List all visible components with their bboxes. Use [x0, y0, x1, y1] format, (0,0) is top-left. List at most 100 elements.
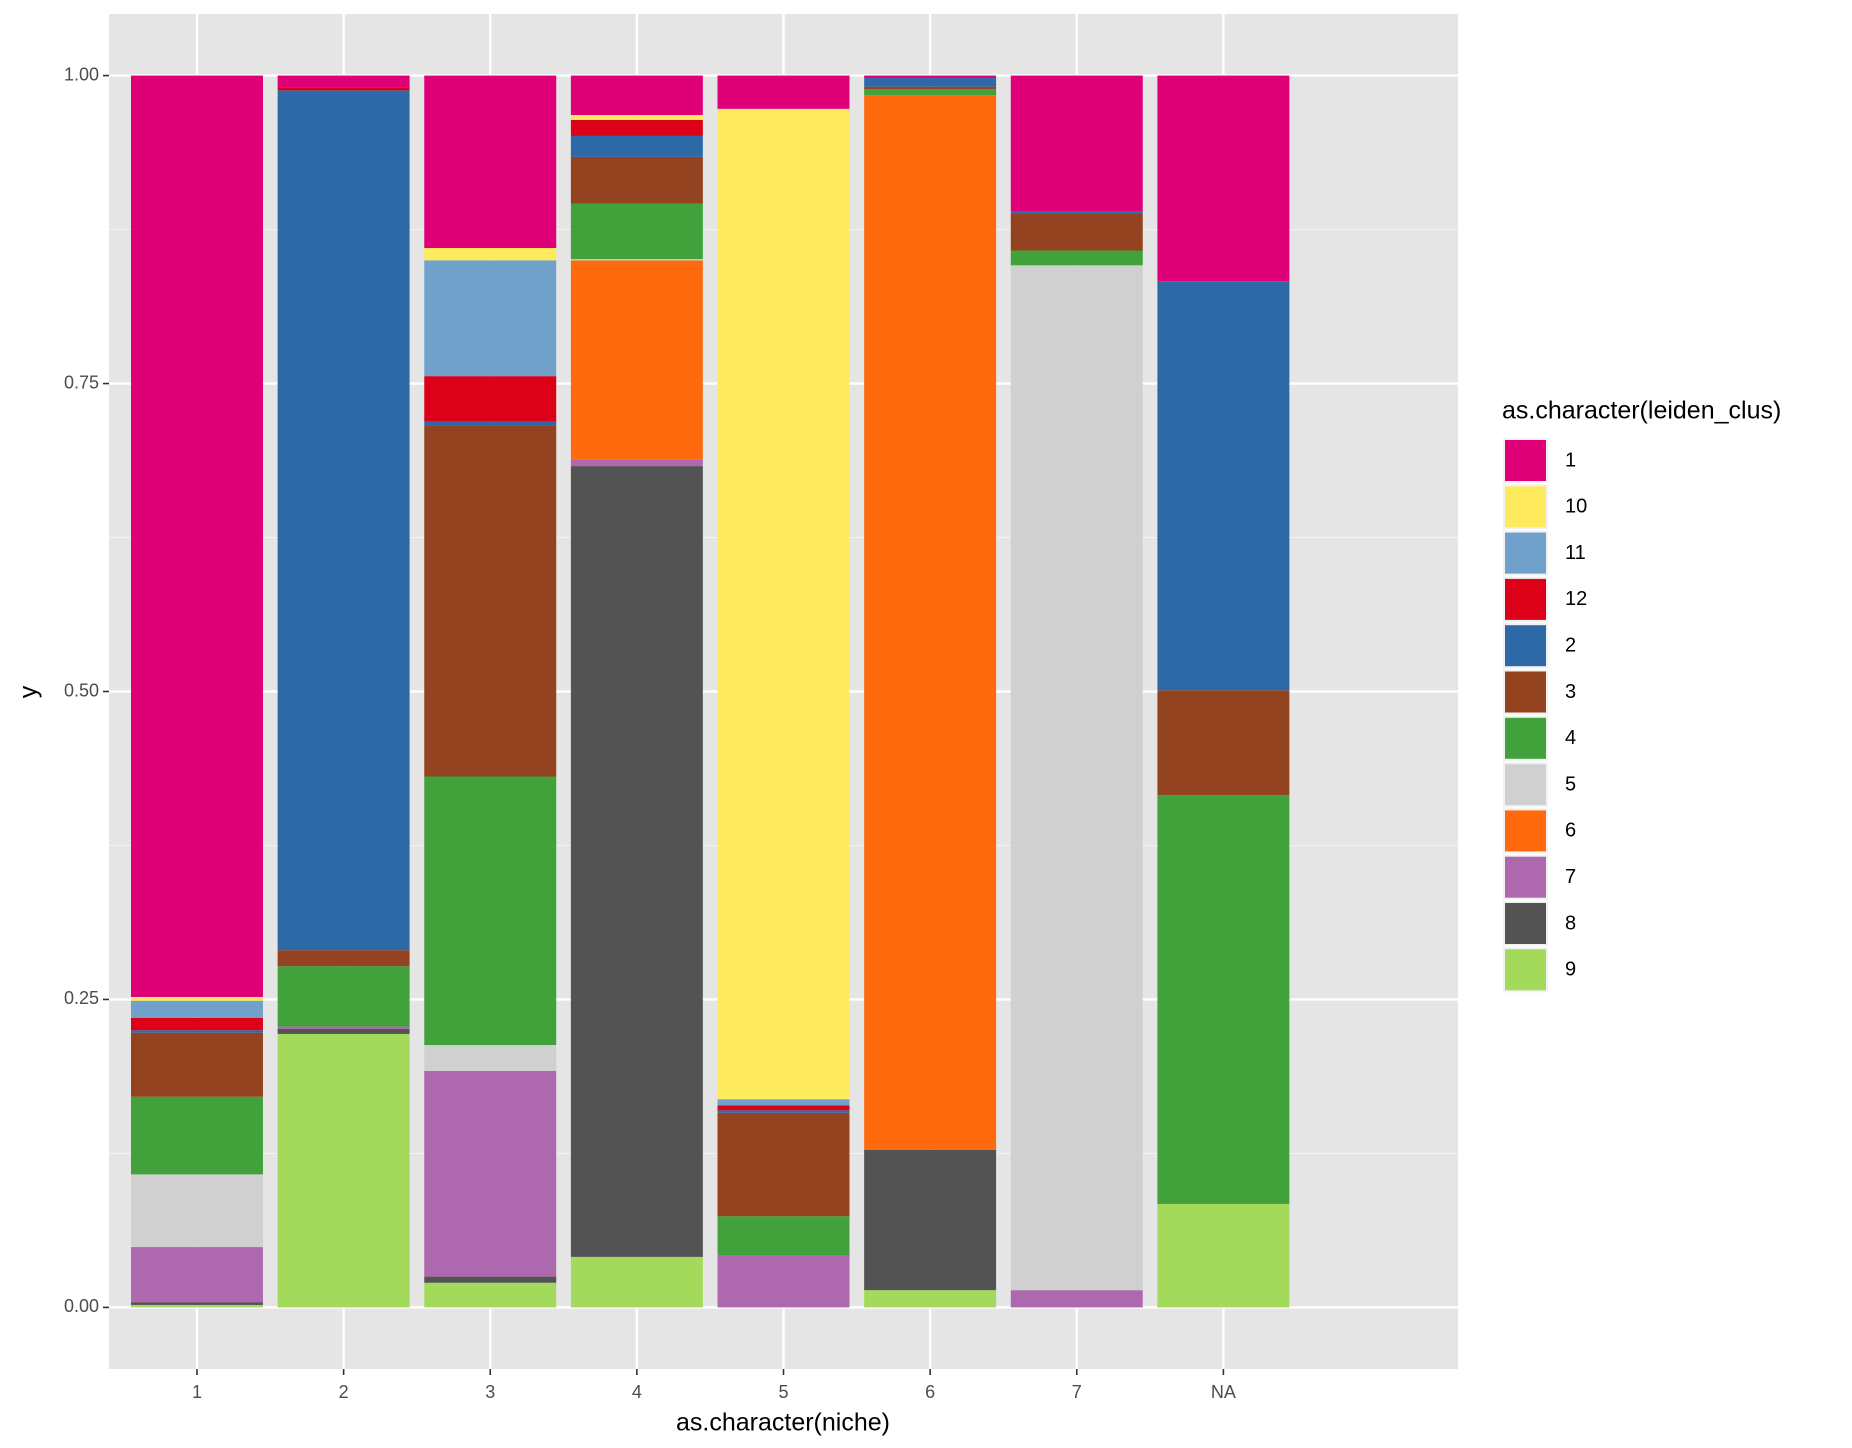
bar-segment [424, 1045, 557, 1071]
y-tick-label: 0.25 [64, 988, 99, 1008]
bar-segment [130, 1000, 263, 1018]
bar-segment [130, 1017, 263, 1031]
bar-segment [277, 87, 410, 91]
bar-segment [130, 1096, 263, 1175]
bar-segment [570, 260, 703, 460]
x-tick-label: NA [1211, 1382, 1236, 1402]
legend-swatch [1505, 810, 1546, 852]
bar-segment [277, 1026, 410, 1030]
x-tick-label: 4 [632, 1382, 642, 1402]
bar-segment [570, 466, 703, 1257]
bar-segment [130, 1030, 263, 1033]
legend-label: 6 [1565, 820, 1576, 842]
bar-segment [1010, 1290, 1143, 1308]
bar-segment [424, 260, 557, 377]
bar-segment [130, 75, 263, 997]
bar-segment [1010, 265, 1143, 1291]
bar-segment [1157, 794, 1290, 1204]
bar-segment [1157, 75, 1290, 282]
bar-segment [277, 966, 410, 1027]
bar-segment [277, 1029, 410, 1034]
legend-label: 2 [1565, 634, 1576, 656]
bar-segment [424, 1070, 557, 1277]
bar-segment [424, 75, 557, 249]
bar-segment [277, 1033, 410, 1308]
bar-segment [717, 1105, 850, 1111]
legend-title: as.character(leiden_clus) [1502, 397, 1781, 425]
legend-label: 5 [1565, 773, 1576, 795]
x-tick-label: 1 [192, 1382, 202, 1402]
bar-segment [424, 421, 557, 426]
legend-swatch [1505, 856, 1546, 898]
bar-segment [424, 376, 557, 422]
legend-label: 9 [1565, 959, 1576, 981]
x-tick-label: 5 [778, 1382, 788, 1402]
legend-swatch [1505, 532, 1546, 574]
bar-segment [717, 1255, 850, 1308]
bar-segment [717, 1112, 850, 1217]
bar-segment [717, 1110, 850, 1113]
x-tick-label: 6 [925, 1382, 935, 1402]
bar-segment [864, 95, 997, 1150]
legend-label: 10 [1565, 496, 1587, 518]
bar-segment [1157, 1203, 1290, 1308]
bar-segment [570, 156, 703, 204]
bar-segment [130, 1302, 263, 1305]
y-tick-label: 0.50 [64, 680, 99, 700]
legend-swatch [1505, 625, 1546, 667]
x-tick-label: 7 [1072, 1382, 1082, 1402]
x-tick-label: 3 [485, 1382, 495, 1402]
bar-segment [424, 248, 557, 261]
legend-swatch [1505, 949, 1546, 991]
legend-swatch [1505, 903, 1546, 944]
legend-swatch [1505, 717, 1546, 759]
bar-segment [864, 78, 997, 87]
bar-segment [717, 75, 850, 109]
bar-segment [717, 1216, 850, 1256]
bar-segment [717, 1099, 850, 1106]
bar-segment [1010, 250, 1143, 266]
bar-segment [277, 90, 410, 951]
bar-segment [864, 1290, 997, 1308]
bar-segment [570, 259, 703, 261]
bar-segment [424, 1282, 557, 1308]
legend-swatch [1505, 764, 1546, 806]
bar-segment [424, 425, 557, 777]
y-tick-label: 0.00 [64, 1296, 99, 1316]
legend-label: 3 [1565, 681, 1576, 703]
bar-segment [570, 119, 703, 136]
legend-label: 1 [1565, 449, 1576, 471]
legend-label: 11 [1565, 542, 1586, 564]
bar-segment [864, 75, 997, 79]
bar-segment [424, 1276, 557, 1283]
bar-segment [1010, 213, 1143, 251]
bar-segment [864, 86, 997, 90]
legend-label: 12 [1565, 588, 1587, 610]
bar-segment [717, 108, 850, 1100]
bar-segment [130, 1032, 263, 1097]
bar-segment [277, 950, 410, 967]
bar-segment [864, 1149, 997, 1291]
x-axis-title: as.character(niche) [676, 1409, 890, 1437]
y-tick-label: 1.00 [64, 64, 99, 84]
bar-segment [570, 135, 703, 157]
bar-segment [130, 1247, 263, 1303]
y-tick-label: 0.75 [64, 372, 99, 392]
bar-segment [570, 115, 703, 120]
bar-segment [570, 75, 703, 116]
legend-label: 7 [1565, 866, 1576, 888]
legend-swatch [1505, 486, 1546, 528]
legend-swatch [1505, 671, 1546, 713]
bar-segment [1157, 690, 1290, 795]
x-tick-label: 2 [339, 1382, 349, 1402]
bar-segment [1010, 75, 1143, 212]
legend-label: 8 [1565, 912, 1576, 934]
bar-segment [424, 776, 557, 1046]
bar-segment [130, 1304, 263, 1308]
y-axis-title: y [15, 685, 43, 698]
bar-segment [277, 75, 410, 88]
legend-swatch [1505, 440, 1546, 481]
bar-segment [130, 1174, 263, 1248]
bar-segment [130, 996, 263, 1001]
